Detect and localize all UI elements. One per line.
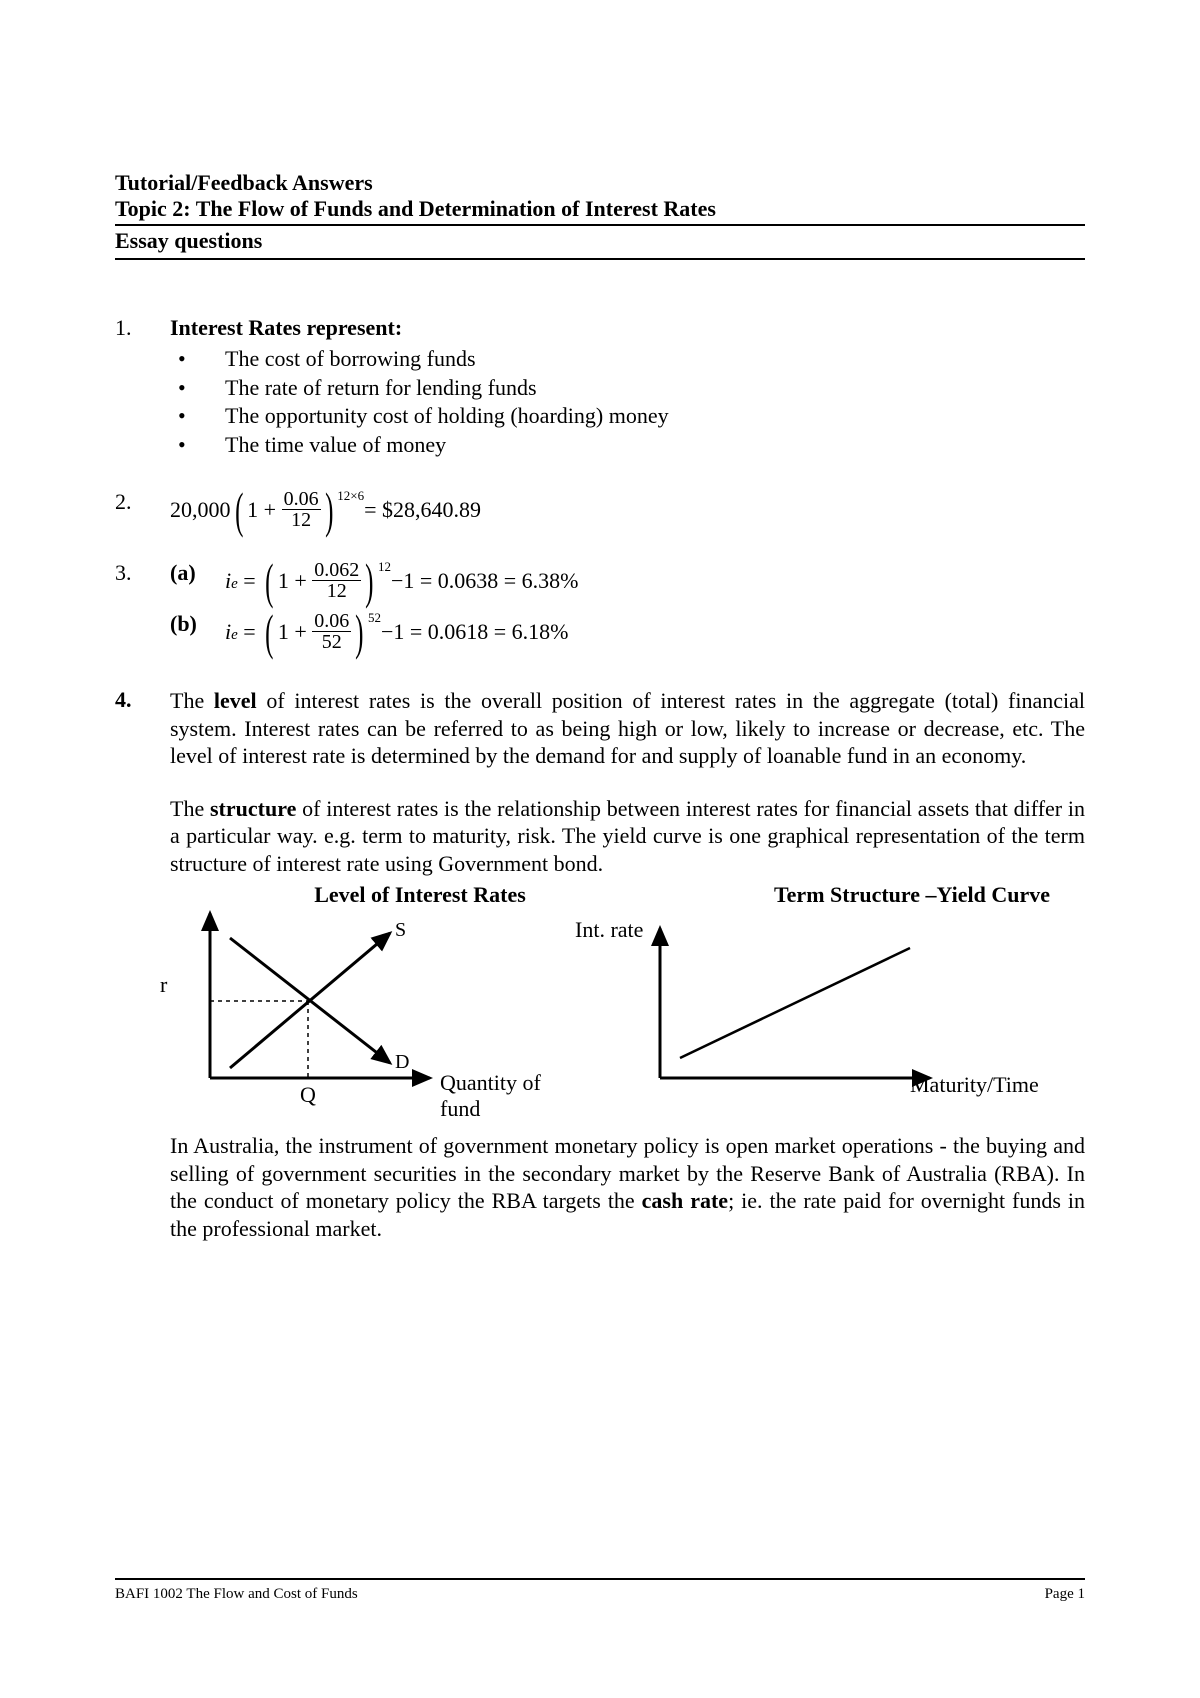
- bullet-icon: •: [170, 345, 225, 374]
- yield-x-axis-label: Maturity/Time: [910, 1072, 1039, 1098]
- q3-body: (a) ie = ( 1 + 0.062 12 ) 12 −1 = 0.0638…: [170, 560, 1085, 662]
- q2-number: 2.: [115, 489, 170, 530]
- footer-left: BAFI 1002 The Flow and Cost of Funds: [115, 1586, 358, 1603]
- equals: =: [238, 619, 261, 645]
- one: 1 +: [247, 497, 281, 523]
- one: 1 +: [278, 568, 312, 594]
- equals: =: [238, 568, 261, 594]
- bullet-text: The time value of money: [225, 431, 446, 460]
- footer-right: Page 1: [1045, 1586, 1085, 1603]
- q4-p1-pre: The: [170, 688, 214, 713]
- q3b-numerator: 0.06: [312, 611, 351, 632]
- q3a-row: (a) ie = ( 1 + 0.062 12 ) 12 −1 = 0.0638…: [170, 560, 1085, 601]
- q2-result: = $28,640.89: [364, 497, 481, 523]
- bullet-icon: •: [170, 431, 225, 460]
- q1-bullet-2: •The rate of return for lending funds: [170, 374, 1085, 403]
- q2-principal: 20,000: [170, 497, 231, 523]
- q3a-sub: e: [231, 576, 238, 593]
- paren-left-icon: (: [265, 612, 273, 652]
- q4-p1-post: of interest rates is the overall positio…: [170, 688, 1085, 768]
- q4-p2-post: of interest rates is the relationship be…: [170, 796, 1085, 876]
- essay-section: Essay questions: [115, 228, 1085, 260]
- q3b-exponent: 52: [368, 610, 381, 626]
- q3a-numerator: 0.062: [312, 560, 361, 581]
- q1-lead: Interest Rates represent:: [170, 315, 1085, 341]
- q1-bullets: •The cost of borrowing funds •The rate o…: [170, 345, 1085, 459]
- question-2: 2. 20,000 ( 1 + 0.06 12 ) 12×6 = $28,640…: [115, 489, 1085, 530]
- q3-number: 3.: [115, 560, 170, 662]
- q3b-formula: ie = ( 1 + 0.06 52 ) 52 −1 = 0.0618 = 6.…: [225, 611, 569, 652]
- level-diagram-title: Level of Interest Rates: [270, 882, 570, 908]
- bullet-text: The rate of return for lending funds: [225, 374, 537, 403]
- yield-diagram-title: Term Structure –Yield Curve: [630, 882, 1050, 908]
- bullet-text: The cost of borrowing funds: [225, 345, 476, 374]
- svg-text:D: D: [395, 1051, 409, 1073]
- q4-p3-bold: cash rate: [642, 1188, 728, 1213]
- q4-number: 4.: [115, 687, 170, 1242]
- q3b-row: (b) ie = ( 1 + 0.06 52 ) 52 −1 = 0.0618 …: [170, 611, 1085, 652]
- paren-right-icon: ): [365, 561, 373, 601]
- paren-left-icon: (: [265, 561, 273, 601]
- header-title: Tutorial/Feedback Answers: [115, 170, 1085, 196]
- paren-left-icon: (: [235, 490, 243, 530]
- paren-right-icon: ): [355, 612, 363, 652]
- yield-y-label: Int. rate: [575, 917, 643, 943]
- q3b-label: (b): [170, 611, 225, 652]
- q4-para1: The level of interest rates is the overa…: [170, 687, 1085, 770]
- diagrams-row: Level of Interest Rates SD r Q Quantity …: [170, 882, 1085, 1112]
- q3b-tail: −1 = 0.0618 = 6.18%: [381, 619, 569, 645]
- svg-text:S: S: [395, 919, 406, 941]
- page-footer: BAFI 1002 The Flow and Cost of Funds Pag…: [115, 1578, 1085, 1603]
- one: 1 +: [278, 619, 312, 645]
- yield-diagram: Term Structure –Yield Curve Int. rate Ma…: [630, 882, 1050, 1112]
- question-4: 4. The level of interest rates is the ov…: [115, 687, 1085, 1242]
- level-svg: SD: [170, 903, 450, 1098]
- q1-bullet-3: •The opportunity cost of holding (hoardi…: [170, 402, 1085, 431]
- q1-bullet-4: •The time value of money: [170, 431, 1085, 460]
- q4-para3: In Australia, the instrument of governme…: [170, 1132, 1085, 1242]
- paren-right-icon: ): [325, 490, 333, 530]
- q3a-tail: −1 = 0.0638 = 6.38%: [391, 568, 579, 594]
- q1-number: 1.: [115, 315, 170, 341]
- q2-fraction: 0.06 12: [282, 489, 321, 530]
- q3a-label: (a): [170, 560, 225, 601]
- q3b-fraction: 0.06 52: [312, 611, 351, 652]
- bullet-icon: •: [170, 374, 225, 403]
- q2-numerator: 0.06: [282, 489, 321, 510]
- q3b-denominator: 52: [320, 632, 344, 652]
- level-x-axis-label: Quantity of fund: [440, 1070, 570, 1122]
- q3a-exponent: 12: [378, 559, 391, 575]
- topic-line: Topic 2: The Flow of Funds and Determina…: [115, 196, 1085, 226]
- q1-bullet-1: •The cost of borrowing funds: [170, 345, 1085, 374]
- q3a-fraction: 0.062 12: [312, 560, 361, 601]
- q4-p2-pre: The: [170, 796, 210, 821]
- question-1: 1. Interest Rates represent:: [115, 315, 1085, 341]
- q4-para2: The structure of interest rates is the r…: [170, 795, 1085, 878]
- level-q-label: Q: [300, 1082, 316, 1108]
- q3a-denominator: 12: [325, 581, 349, 601]
- q2-formula: 20,000 ( 1 + 0.06 12 ) 12×6 = $28,640.89: [170, 489, 1085, 530]
- level-y-label: r: [160, 972, 167, 998]
- yield-svg: [630, 908, 950, 1098]
- bullet-text: The opportunity cost of holding (hoardin…: [225, 402, 669, 431]
- q4-p1-bold: level: [214, 688, 257, 713]
- q3a-formula: ie = ( 1 + 0.062 12 ) 12 −1 = 0.0638 = 6…: [225, 560, 579, 601]
- q2-exponent: 12×6: [337, 488, 364, 504]
- q2-denominator: 12: [289, 510, 313, 530]
- q3b-sub: e: [231, 627, 238, 644]
- level-diagram: Level of Interest Rates SD r Q Quantity …: [170, 882, 570, 1112]
- question-3: 3. (a) ie = ( 1 + 0.062 12 ) 12: [115, 560, 1085, 662]
- bullet-icon: •: [170, 402, 225, 431]
- q4-p2-bold: structure: [210, 796, 296, 821]
